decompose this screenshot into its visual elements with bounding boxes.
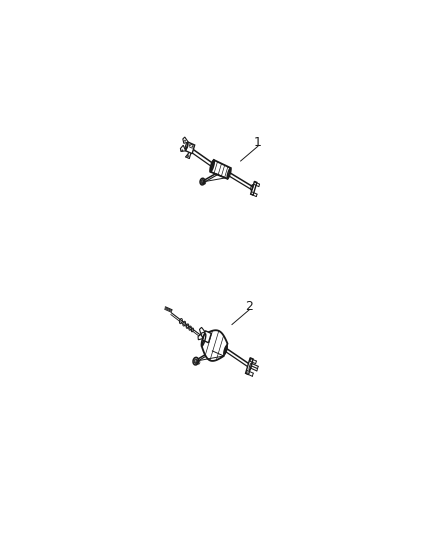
Polygon shape — [180, 146, 186, 151]
Ellipse shape — [193, 357, 198, 365]
Polygon shape — [246, 358, 253, 375]
Polygon shape — [183, 137, 188, 143]
Polygon shape — [251, 181, 257, 195]
Text: 1: 1 — [254, 136, 262, 149]
Polygon shape — [202, 330, 227, 361]
Polygon shape — [186, 142, 195, 154]
Polygon shape — [210, 160, 231, 179]
Polygon shape — [198, 334, 203, 340]
Polygon shape — [202, 331, 211, 343]
Text: 2: 2 — [245, 300, 253, 312]
Polygon shape — [199, 327, 205, 334]
